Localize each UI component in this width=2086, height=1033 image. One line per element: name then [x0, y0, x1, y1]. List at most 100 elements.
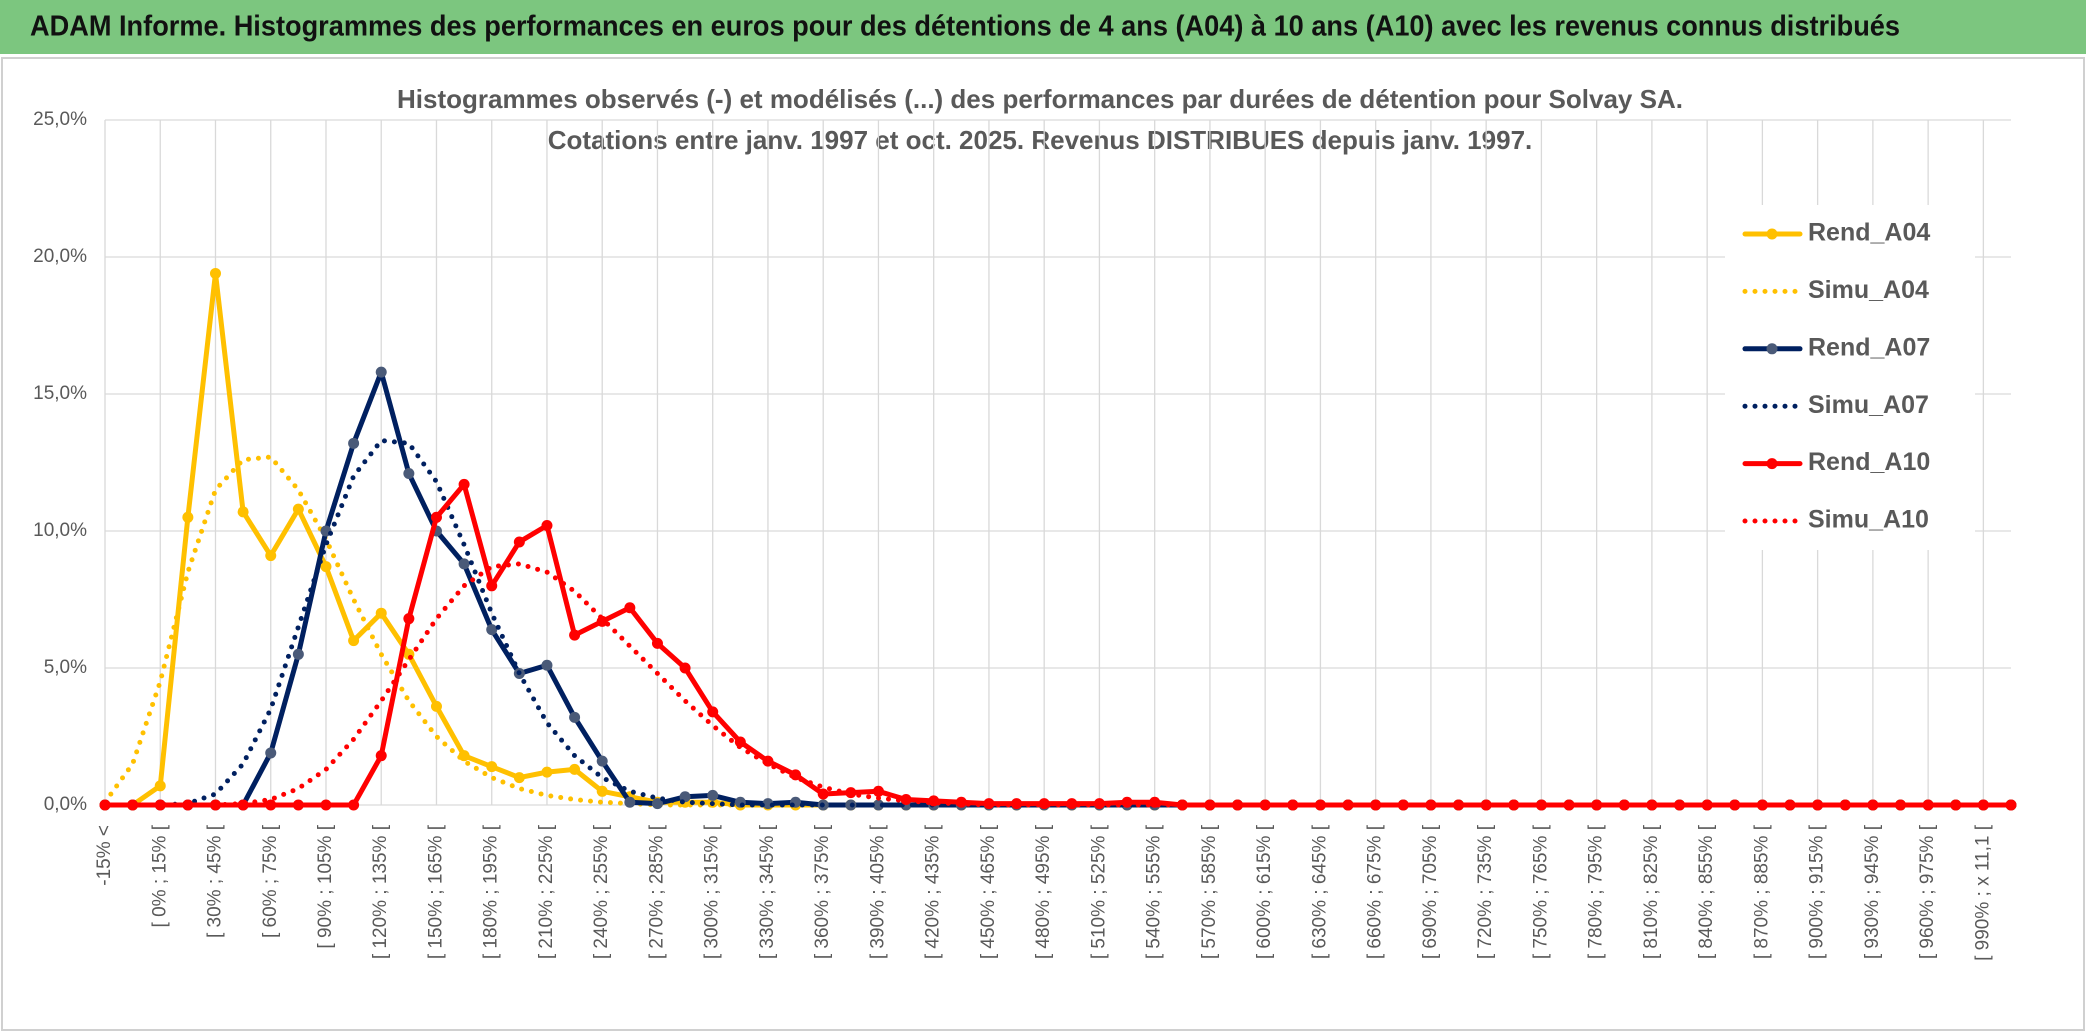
- x-tick-label: [ 690% ; 705% [: [1420, 824, 1441, 959]
- point: [375, 366, 387, 378]
- point: [1397, 799, 1409, 811]
- legend-label: Simu_A10: [1808, 506, 1929, 534]
- point: [265, 550, 277, 562]
- point: [1950, 799, 1962, 811]
- point: [707, 789, 719, 801]
- x-tick-label: [ 60% ; 75% [: [260, 824, 281, 938]
- y-tick-label: 0,0%: [44, 794, 87, 815]
- x-tick-label: [ 630% ; 645% [: [1309, 824, 1330, 959]
- y-tick-label: 15,0%: [33, 383, 87, 404]
- x-tick-label: [ 720% ; 735% [: [1475, 824, 1496, 959]
- x-tick-label: [ 990% ; x 11,1 [: [1972, 824, 1993, 961]
- legend-label: Rend_A07: [1808, 333, 1930, 361]
- point: [1287, 799, 1299, 811]
- x-tick-label: [ 870% ; 885% [: [1751, 824, 1772, 959]
- point: [486, 761, 498, 773]
- x-tick-label: [ 960% ; 975% [: [1917, 824, 1938, 959]
- point: [1646, 799, 1658, 811]
- x-tick-label: [ 660% ; 675% [: [1365, 824, 1386, 959]
- x-tick-label: [ 90% ; 105% [: [315, 824, 336, 948]
- point: [624, 796, 636, 808]
- x-tick-label: [ 510% ; 525% [: [1088, 824, 1109, 959]
- x-tick-label: [ 360% ; 375% [: [812, 824, 833, 959]
- point: [1618, 799, 1630, 811]
- point: [1259, 799, 1271, 811]
- point: [430, 700, 442, 712]
- y-tick-label: 25,0%: [33, 109, 87, 130]
- x-tick-label: [ 810% ; 825% [: [1641, 824, 1662, 959]
- x-tick-label: [ 0% ; 15% [: [149, 824, 170, 927]
- point: [596, 785, 608, 797]
- x-tick-label: [ 180% ; 195% [: [481, 824, 502, 959]
- x-tick-label: [ 270% ; 285% [: [646, 824, 667, 959]
- point: [1425, 799, 1437, 811]
- point: [1867, 799, 1879, 811]
- point: [403, 467, 415, 479]
- point: [872, 799, 884, 811]
- y-tick-label: 20,0%: [33, 246, 87, 267]
- point: [872, 785, 884, 797]
- point: [651, 637, 663, 649]
- legend-label: Rend_A04: [1808, 219, 1930, 247]
- point: [1535, 799, 1547, 811]
- point: [348, 799, 360, 811]
- point: [182, 511, 194, 523]
- point: [292, 503, 304, 515]
- point: [320, 561, 332, 573]
- point: [1839, 799, 1851, 811]
- point: [320, 799, 332, 811]
- x-tick-label: [ 840% ; 855% [: [1696, 824, 1717, 959]
- x-tick-label: [ 300% ; 315% [: [702, 824, 723, 959]
- point: [486, 624, 498, 636]
- point: [541, 766, 553, 778]
- banner: [0, 0, 2086, 54]
- x-tick-label: [ 330% ; 345% [: [757, 824, 778, 959]
- point: [569, 763, 581, 775]
- point: [651, 798, 663, 810]
- point: [541, 659, 553, 671]
- series-line: [102, 561, 2014, 808]
- legend-label: Rend_A10: [1808, 448, 1930, 476]
- point: [430, 511, 442, 523]
- point: [513, 536, 525, 548]
- point: [486, 580, 498, 592]
- x-tick-label: [ 210% ; 225% [: [536, 824, 557, 959]
- point: [2005, 799, 2017, 811]
- point: [1176, 799, 1188, 811]
- x-tick-label: [ 120% ; 135% [: [370, 824, 391, 959]
- x-tick-label: [ 750% ; 765% [: [1530, 824, 1551, 959]
- point: [679, 662, 691, 674]
- legend-marker: [1766, 228, 1778, 240]
- legend-box: [1725, 205, 1975, 550]
- point: [1729, 799, 1741, 811]
- point: [292, 799, 304, 811]
- y-tick-label: 5,0%: [44, 657, 87, 678]
- point: [1508, 799, 1520, 811]
- legend-label: Simu_A04: [1808, 276, 1929, 304]
- point: [265, 747, 277, 759]
- point: [596, 755, 608, 767]
- point: [624, 602, 636, 614]
- legend-label: Simu_A07: [1808, 391, 1929, 419]
- point: [817, 788, 829, 800]
- legend-marker: [1766, 343, 1778, 355]
- point: [403, 613, 415, 625]
- point: [237, 506, 249, 518]
- chart-subtitle: Cotations entre janv. 1997 et oct. 2025.…: [548, 125, 1533, 155]
- point: [513, 772, 525, 784]
- y-tick-label: 10,0%: [33, 520, 87, 541]
- point: [265, 799, 277, 811]
- point: [541, 520, 553, 532]
- x-tick-label: [ 390% ; 405% [: [867, 824, 888, 959]
- point: [569, 711, 581, 723]
- x-tick-label: [ 480% ; 495% [: [1033, 824, 1054, 959]
- point: [375, 750, 387, 762]
- point: [209, 267, 221, 279]
- x-tick-label: [ 780% ; 795% [: [1586, 824, 1607, 959]
- banner-title: ADAM Informe. Histogrammes des performan…: [30, 11, 1900, 43]
- point: [707, 706, 719, 718]
- x-tick-label: [ 450% ; 465% [: [978, 824, 999, 959]
- point: [292, 648, 304, 660]
- legend-marker: [1766, 458, 1778, 470]
